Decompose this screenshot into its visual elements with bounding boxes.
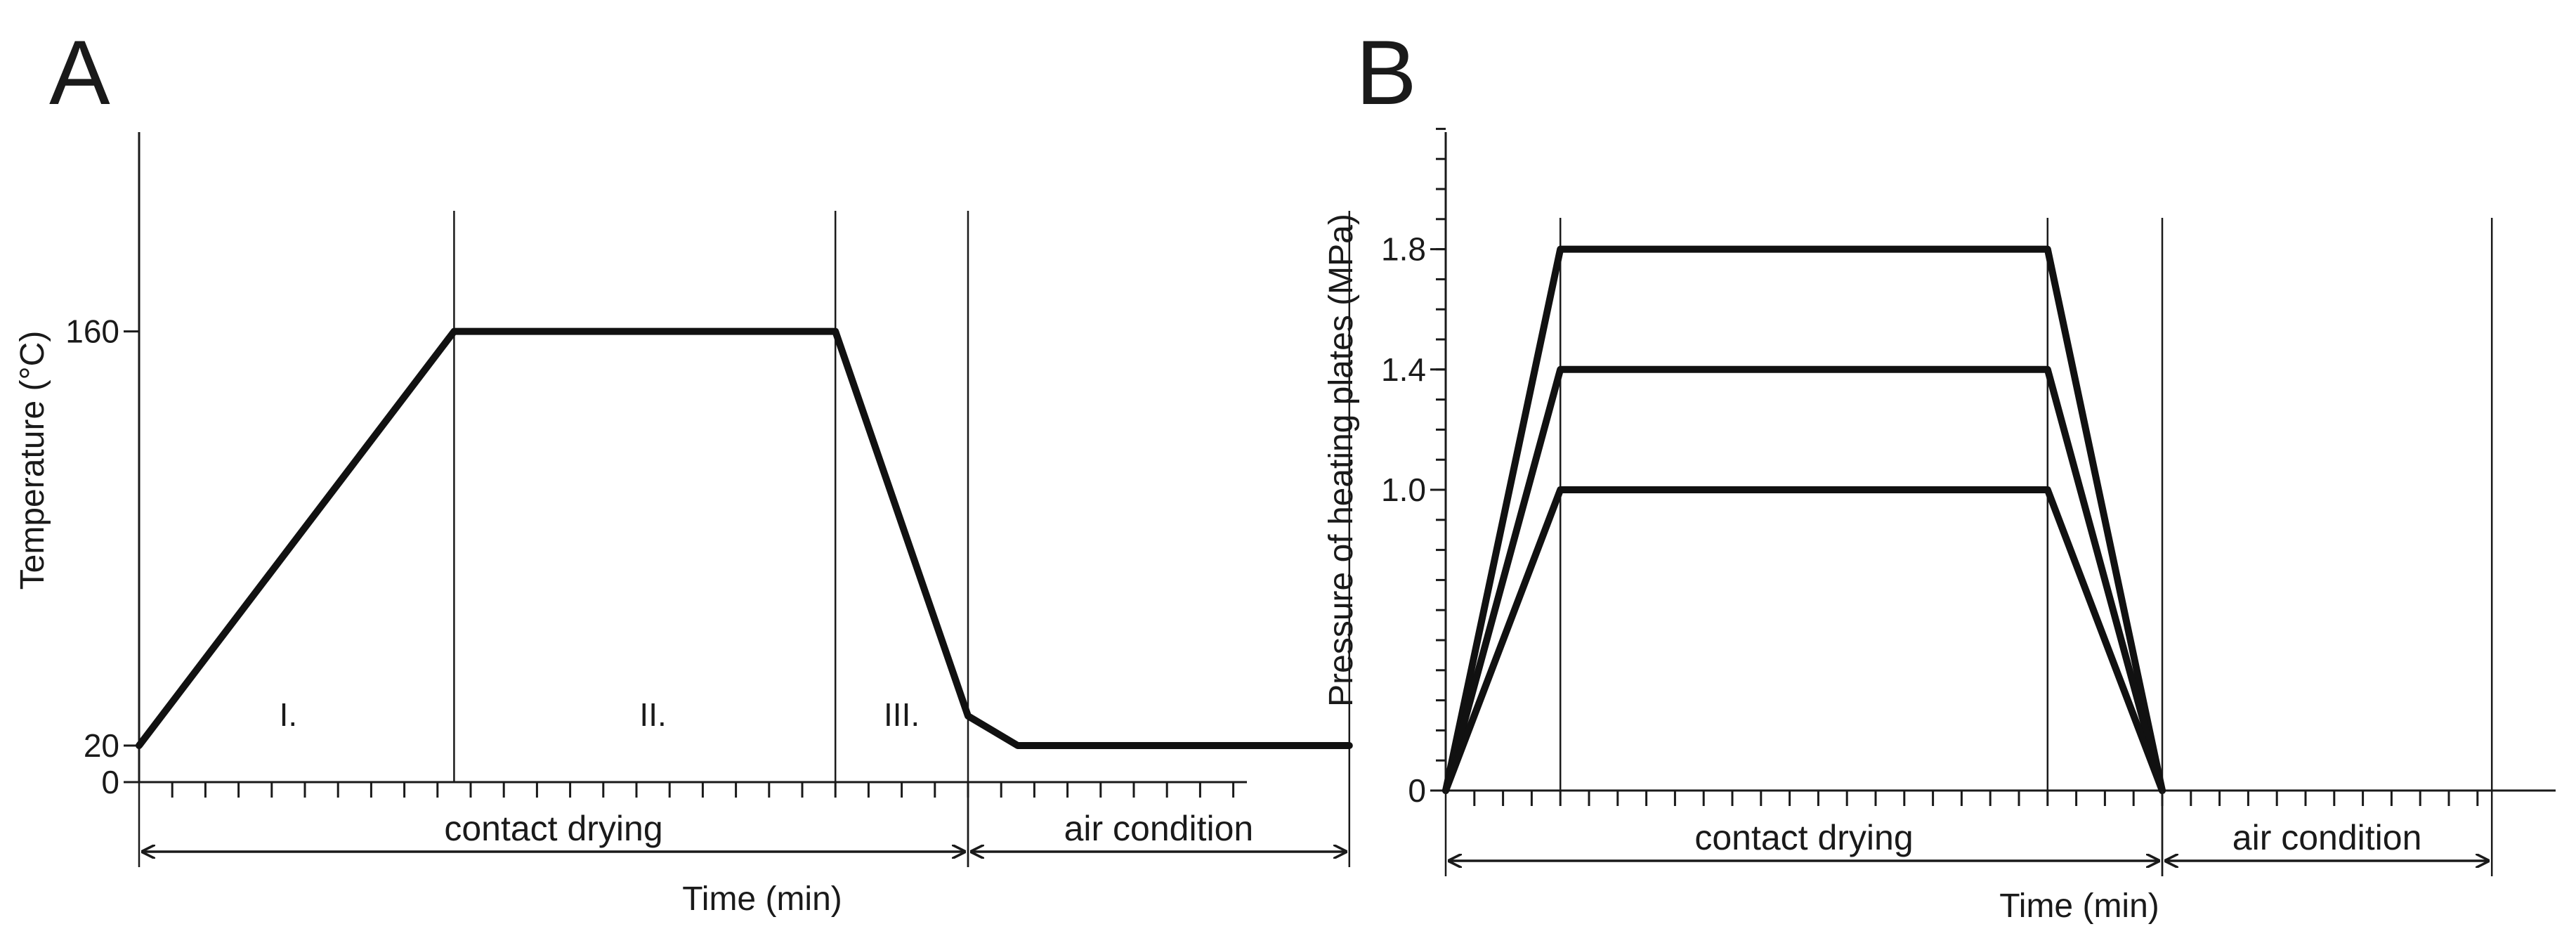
panel-a-span-label: contact drying bbox=[444, 809, 662, 848]
panel-a-y-axis-title: Temperature (°C) bbox=[14, 331, 51, 590]
panel-b-letter: B bbox=[1356, 21, 1417, 124]
panel-b-span-label: air condition bbox=[2232, 818, 2422, 857]
panel-b-series-line bbox=[1442, 486, 2166, 794]
panel-a-series-line bbox=[136, 327, 1353, 749]
panel-a-letter: A bbox=[49, 21, 110, 124]
panel-b-series-line bbox=[1442, 365, 2166, 794]
panel-b-y-tick-label: 1.4 bbox=[1381, 351, 1426, 388]
panel-b-x-axis-title: Time (min) bbox=[1999, 888, 2159, 925]
panel-b-span-label: contact drying bbox=[1694, 818, 1913, 857]
panel-a-region-label: III. bbox=[884, 696, 920, 733]
panel-b-pressure-chart: B Pressure of heating plates (MPa) Time … bbox=[1323, 21, 2556, 925]
panel-a-x-axis-title: Time (min) bbox=[682, 880, 842, 918]
panel-b-y-tick-label: 1.0 bbox=[1381, 472, 1426, 508]
panel-b-series-line bbox=[1442, 245, 2166, 794]
panel-b-y-tick-label: 0 bbox=[1408, 772, 1426, 809]
panel-a-y-tick-label: 20 bbox=[84, 727, 119, 764]
panel-a-y-tick-label: 0 bbox=[101, 764, 119, 800]
panel-a-span-label: air condition bbox=[1064, 809, 1254, 848]
panel-b-y-axis-title: Pressure of heating plates (MPa) bbox=[1323, 214, 1360, 707]
panel-a-region-label: II. bbox=[639, 696, 666, 733]
panel-a-region-label: I. bbox=[280, 696, 298, 733]
panel-a-y-tick-label: 160 bbox=[65, 313, 119, 350]
panel-b-y-tick-label: 1.8 bbox=[1381, 231, 1426, 268]
panel-a-temperature-chart: A Temperature (°C) Time (min) 020 160 I. II… bbox=[14, 21, 1353, 918]
